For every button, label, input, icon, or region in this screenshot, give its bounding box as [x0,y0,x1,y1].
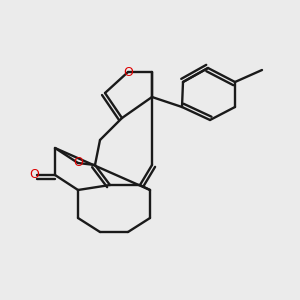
Text: O: O [73,157,83,169]
Text: O: O [29,169,39,182]
Text: O: O [123,65,133,79]
